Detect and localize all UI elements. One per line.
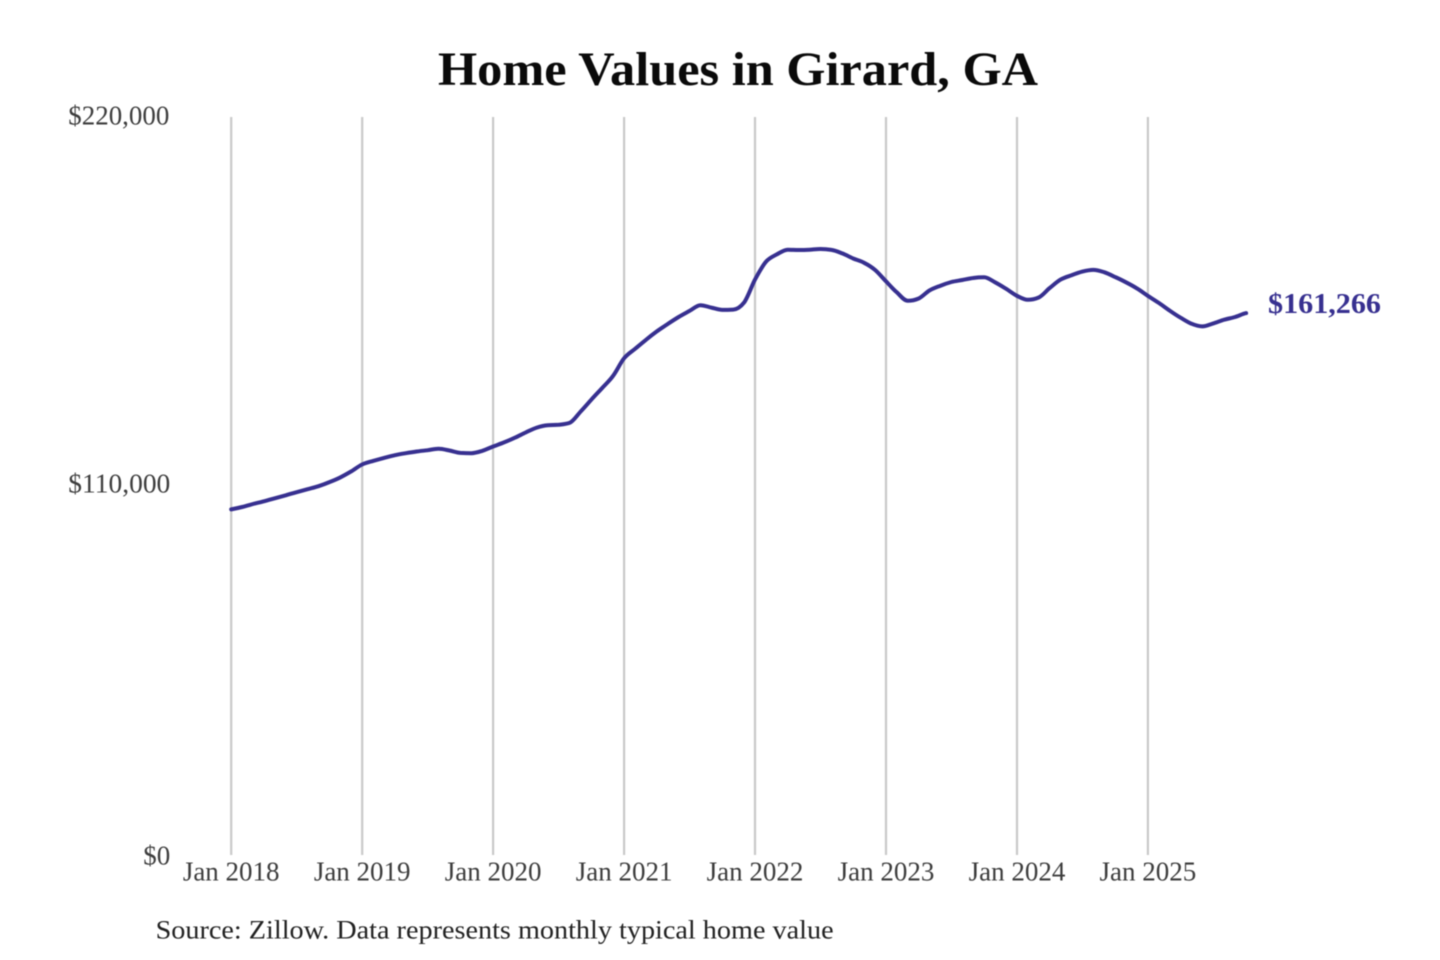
svg-text:Jan 2025: Jan 2025 (1100, 857, 1197, 887)
svg-text:Jan 2018: Jan 2018 (183, 857, 280, 887)
svg-text:Jan 2024: Jan 2024 (969, 857, 1066, 887)
svg-text:Jan 2019: Jan 2019 (314, 857, 411, 887)
svg-text:Jan 2020: Jan 2020 (445, 857, 542, 887)
svg-text:Jan 2022: Jan 2022 (707, 857, 804, 887)
svg-text:$0: $0 (143, 841, 170, 871)
svg-text:$110,000: $110,000 (68, 469, 170, 499)
svg-text:Home Values in Girard, GA: Home Values in Girard, GA (438, 44, 1038, 96)
svg-text:Source: Zillow. Data represent: Source: Zillow. Data represents monthly … (156, 916, 834, 945)
svg-text:$220,000: $220,000 (68, 101, 169, 131)
svg-text:Jan 2021: Jan 2021 (576, 857, 673, 887)
svg-text:Jan 2023: Jan 2023 (838, 857, 935, 887)
svg-text:$161,266: $161,266 (1268, 288, 1381, 320)
